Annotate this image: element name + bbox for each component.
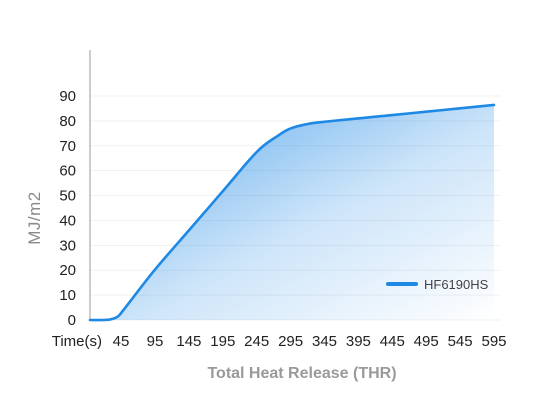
y-tick-label-10: 10 [59, 287, 76, 304]
x-axis-title: Total Heat Release (THR) [207, 365, 396, 382]
x-tick-label-195: 195 [210, 333, 235, 350]
y-tick-label-40: 40 [59, 212, 76, 229]
y-tick-label-70: 70 [59, 138, 76, 155]
x-tick-label-395: 395 [346, 333, 371, 350]
legend-label-hf6190hs: HF6190HS [424, 277, 489, 292]
y-tick-label-90: 90 [59, 88, 76, 105]
x-axis-prefix-label: Time(s) [52, 333, 102, 350]
x-tick-label-545: 545 [448, 333, 473, 350]
y-tick-label-80: 80 [59, 113, 76, 130]
y-tick-label-50: 50 [59, 188, 76, 205]
y-tick-labels: 0 10 20 30 40 50 60 70 80 90 [59, 88, 76, 329]
y-tick-label-60: 60 [59, 163, 76, 180]
x-tick-label-95: 95 [147, 333, 164, 350]
x-tick-labels: 45 95 145 195 245 295 345 395 445 495 545 595 [113, 333, 507, 350]
x-tick-label-345: 345 [312, 333, 337, 350]
x-tick-label-295: 295 [278, 333, 303, 350]
legend: HF6190HS [386, 277, 489, 292]
x-tick-label-595: 595 [481, 333, 506, 350]
x-tick-label-45: 45 [113, 333, 130, 350]
x-tick-label-495: 495 [414, 333, 439, 350]
y-tick-label-0: 0 [68, 312, 76, 329]
y-axis-title: MJ/m2 [25, 191, 44, 245]
y-tick-label-20: 20 [59, 262, 76, 279]
series-area [90, 104, 494, 321]
x-tick-label-145: 145 [176, 333, 201, 350]
x-tick-label-245: 245 [244, 333, 269, 350]
y-tick-label-30: 30 [59, 237, 76, 254]
x-tick-label-445: 445 [380, 333, 405, 350]
series-line [88, 103, 496, 322]
